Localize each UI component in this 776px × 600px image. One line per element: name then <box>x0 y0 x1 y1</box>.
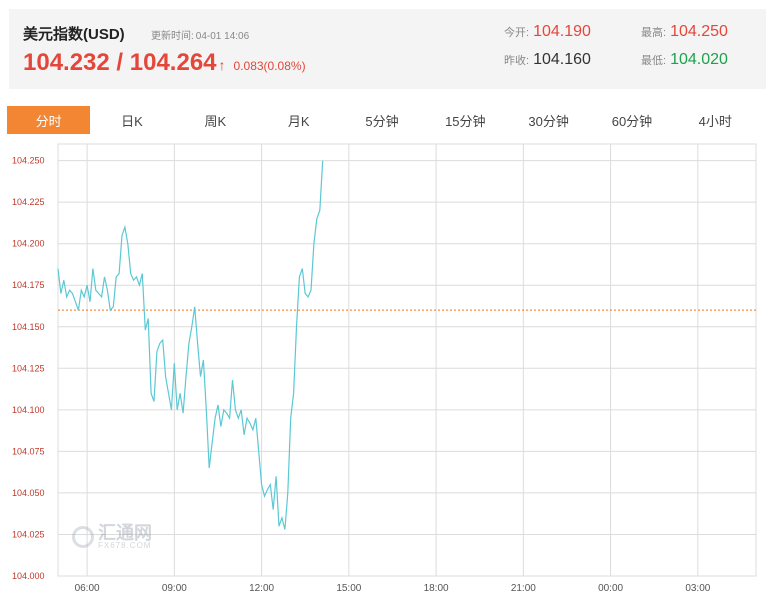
update-value: 04-01 14:06 <box>195 31 250 42</box>
y-tick-label: 104.225 <box>12 197 45 207</box>
x-tick-label: 15:00 <box>336 583 361 594</box>
x-tick-label: 18:00 <box>424 583 449 594</box>
x-tick-label: 21:00 <box>511 583 536 594</box>
instrument-title: 美元指数(USD) <box>23 26 125 43</box>
open-stat: 今开: 104.190 <box>504 23 591 41</box>
x-tick-label: 09:00 <box>162 583 187 594</box>
x-tick-label: 06:00 <box>75 583 100 594</box>
tab-intraday[interactable]: 分时 <box>7 106 91 134</box>
plot-frame <box>57 143 757 577</box>
period-tabs: 分时 日K 周K 月K 5分钟 15分钟 30分钟 60分钟 4小时 <box>7 106 757 134</box>
tab-4hour[interactable]: 4小时 <box>698 113 732 129</box>
y-tick-label: 104.050 <box>12 488 45 498</box>
update-time: 更新时间: 04-01 14:06 <box>149 27 249 42</box>
tab-monthly-k[interactable]: 月K <box>287 113 310 129</box>
y-tick-label: 104.200 <box>12 239 45 249</box>
high-value: 104.250 <box>670 23 728 40</box>
update-label: 更新时间: <box>151 31 194 42</box>
y-tick-label: 104.250 <box>12 156 45 166</box>
open-label: 今开: <box>504 27 530 39</box>
current-price: 104.232 / 104.264 ↑ 0.083(0.08%) <box>23 49 306 77</box>
y-tick-label: 104.075 <box>12 446 45 456</box>
y-tick-label: 104.100 <box>12 405 45 415</box>
tab-60min[interactable]: 60分钟 <box>611 113 653 129</box>
up-arrow-icon: ↑ <box>218 57 226 73</box>
price-change: 0.083(0.08%) <box>233 59 306 73</box>
low-stat: 最低: 104.020 <box>641 51 728 69</box>
prev-close-label: 昨收: <box>504 55 530 67</box>
logo-icon <box>72 526 94 548</box>
y-tick-label: 104.000 <box>12 571 45 581</box>
price-series-line <box>57 160 324 530</box>
y-tick-label: 104.150 <box>12 322 45 332</box>
y-tick-label: 104.125 <box>12 363 45 373</box>
intraday-chart: 104.250 104.225 104.200 104.175 104.150 104.1… <box>12 143 757 594</box>
prev-close-stat: 昨收: 104.160 <box>504 51 591 69</box>
prev-close-value: 104.160 <box>533 51 591 68</box>
x-tick-label: 00:00 <box>598 583 623 594</box>
tab-15min[interactable]: 15分钟 <box>445 113 486 129</box>
open-value: 104.190 <box>533 23 591 40</box>
x-tick-label: 03:00 <box>685 583 710 594</box>
watermark-logo: 汇通网 FX678.COM <box>72 524 152 550</box>
watermark-main: 汇通网 <box>98 523 152 543</box>
low-value: 104.020 <box>670 51 728 68</box>
tab-daily-k[interactable]: 日K <box>121 113 143 129</box>
tab-30min[interactable]: 30分钟 <box>528 113 569 129</box>
low-label: 最低: <box>641 55 667 67</box>
y-tick-label: 104.025 <box>12 529 45 539</box>
tab-weekly-k[interactable]: 周K <box>204 113 227 129</box>
y-tick-label: 104.175 <box>12 280 45 290</box>
watermark-sub: FX678.COM <box>98 541 152 550</box>
high-label: 最高: <box>641 27 667 39</box>
high-stat: 最高: 104.250 <box>641 23 728 41</box>
tab-5min[interactable]: 5分钟 <box>365 113 399 129</box>
x-tick-label: 12:00 <box>249 583 274 594</box>
bid-ask-price: 104.232 / 104.264 <box>23 49 217 76</box>
quote-header: 美元指数(USD) 更新时间: 04-01 14:06 104.232 / 104… <box>9 9 766 89</box>
